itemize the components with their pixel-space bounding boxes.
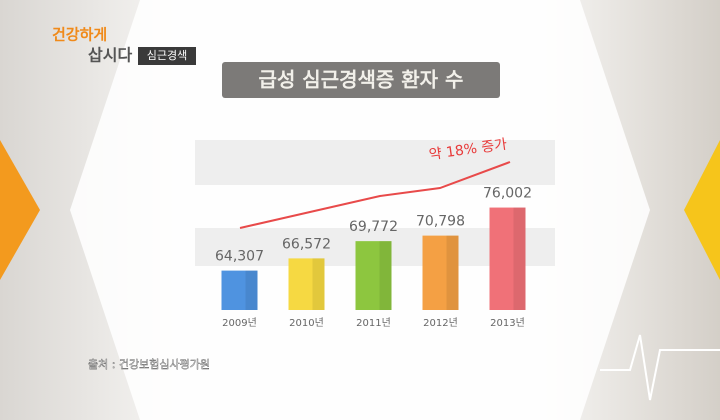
- logo-badge: [138, 47, 196, 65]
- bar: [489, 207, 526, 310]
- source: 출처 : 건강보험심사평가원: [88, 358, 210, 371]
- logo-text: 건강하게: [52, 26, 107, 44]
- left-arrow: [0, 140, 40, 280]
- title-box: [222, 62, 500, 98]
- bar: [355, 241, 392, 310]
- bar-shade: [446, 235, 459, 310]
- value-label: 76,002: [483, 186, 532, 202]
- bar-shade: [245, 270, 258, 310]
- bar: [221, 270, 258, 310]
- bar: [422, 235, 459, 310]
- chart-title: 급성 심근경색증 환자 수: [259, 68, 464, 92]
- x-tick-label: 2012년: [423, 317, 458, 329]
- trend-line: [239, 161, 511, 229]
- value-label: 66,572: [282, 236, 331, 252]
- logo-badge-text: 심근경색: [147, 49, 187, 62]
- bar-shade: [379, 241, 392, 310]
- logo-text: 삽시다: [88, 46, 132, 65]
- right-arrow: [684, 140, 720, 280]
- x-tick-label: 2009년: [222, 317, 257, 329]
- value-label: 70,798: [416, 214, 465, 230]
- bar-shade: [513, 207, 526, 310]
- band: [195, 140, 555, 185]
- x-tick-label: 2013년: [490, 317, 525, 329]
- bar: [288, 258, 325, 310]
- value-label: 69,772: [349, 219, 398, 235]
- x-tick-label: 2011년: [356, 317, 391, 329]
- x-tick-label: 2010년: [289, 317, 324, 329]
- plot: 2009년 64,307 2010년 66,572 2011년 69,772 2012년 70…: [215, 186, 532, 329]
- value-label: 64,307: [215, 249, 264, 265]
- pulse-line: [600, 334, 720, 401]
- bar-shade: [312, 258, 325, 310]
- center-panel: [70, 0, 650, 420]
